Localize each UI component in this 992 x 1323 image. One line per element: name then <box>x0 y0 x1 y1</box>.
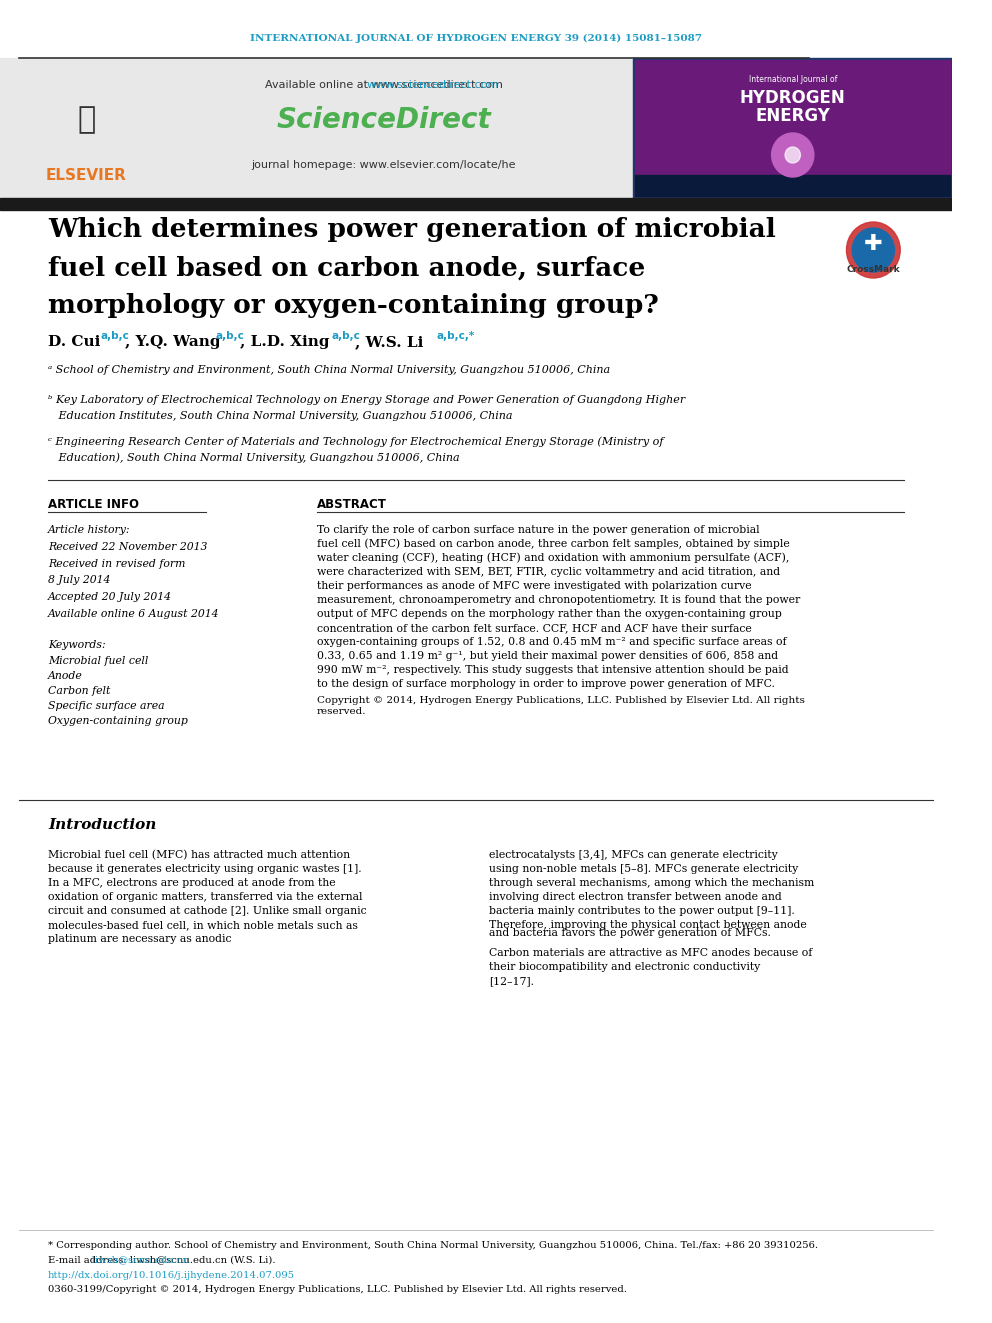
Text: Microbial fuel cell: Microbial fuel cell <box>48 656 149 665</box>
Text: water cleaning (CCF), heating (HCF) and oxidation with ammonium persulfate (ACF): water cleaning (CCF), heating (HCF) and … <box>316 553 789 564</box>
Text: ᵇ Key Laboratory of Electrochemical Technology on Energy Storage and Power Gener: ᵇ Key Laboratory of Electrochemical Tech… <box>48 396 685 405</box>
Bar <box>0 58 634 198</box>
Bar <box>635 175 950 196</box>
Text: , L.D. Xing: , L.D. Xing <box>240 335 334 349</box>
Text: Copyright © 2014, Hydrogen Energy Publications, LLC. Published by Elsevier Ltd. : Copyright © 2014, Hydrogen Energy Public… <box>316 696 805 716</box>
Text: journal homepage: www.elsevier.com/locate/he: journal homepage: www.elsevier.com/locat… <box>252 160 516 169</box>
Text: to the design of surface morphology in order to improve power generation of MFC.: to the design of surface morphology in o… <box>316 679 775 689</box>
Text: In a MFC, electrons are produced at anode from the: In a MFC, electrons are produced at anod… <box>48 878 335 888</box>
Text: ARTICLE INFO: ARTICLE INFO <box>48 499 139 512</box>
Text: 🌳: 🌳 <box>77 106 95 135</box>
Text: oxygen-containing groups of 1.52, 0.8 and 0.45 mM m⁻² and specific surface areas: oxygen-containing groups of 1.52, 0.8 an… <box>316 636 787 647</box>
Text: Which determines power generation of microbial: Which determines power generation of mic… <box>48 217 776 242</box>
Text: their biocompatibility and electronic conductivity: their biocompatibility and electronic co… <box>489 962 761 972</box>
Text: ᶜ Engineering Research Center of Materials and Technology for Electrochemical En: ᶜ Engineering Research Center of Materia… <box>48 437 664 447</box>
Text: and bacteria favors the power generation of MFCs.: and bacteria favors the power generation… <box>489 929 772 950</box>
Text: * Corresponding author. School of Chemistry and Environment, South China Normal : * Corresponding author. School of Chemis… <box>48 1241 818 1249</box>
Text: ✚: ✚ <box>864 234 883 254</box>
Text: Introduction: Introduction <box>48 818 157 832</box>
Text: ScienceDirect: ScienceDirect <box>277 106 491 134</box>
Text: measurement, chronoamperometry and chronopotentiometry. It is found that the pow: measurement, chronoamperometry and chron… <box>316 595 800 605</box>
Text: 0.33, 0.65 and 1.19 m² g⁻¹, but yield their maximal power densities of 606, 858 : 0.33, 0.65 and 1.19 m² g⁻¹, but yield th… <box>316 651 778 662</box>
Text: Anode: Anode <box>48 671 82 681</box>
Text: platinum are necessary as anodic: platinum are necessary as anodic <box>48 934 231 945</box>
Circle shape <box>852 228 895 273</box>
Text: Available online 6 August 2014: Available online 6 August 2014 <box>48 609 219 619</box>
Text: Article history:: Article history: <box>48 525 131 534</box>
Text: involving direct electron transfer between anode and: involving direct electron transfer betwe… <box>489 892 783 902</box>
Circle shape <box>772 134 813 177</box>
Text: through several mechanisms, among which the mechanism: through several mechanisms, among which … <box>489 878 814 888</box>
Text: ABSTRACT: ABSTRACT <box>316 499 387 512</box>
Text: a,b,c: a,b,c <box>216 331 245 341</box>
Text: Therefore, improving the physical contact between anode: Therefore, improving the physical contac… <box>489 919 807 930</box>
Text: Oxygen-containing group: Oxygen-containing group <box>48 716 187 726</box>
Circle shape <box>846 222 900 278</box>
Text: Received in revised form: Received in revised form <box>48 560 186 569</box>
Text: a,b,c: a,b,c <box>331 331 360 341</box>
Text: To clarify the role of carbon surface nature in the power generation of microbia: To clarify the role of carbon surface na… <box>316 525 759 534</box>
Text: a,b,c: a,b,c <box>101 331 130 341</box>
Text: a,b,c,*: a,b,c,* <box>436 331 475 341</box>
Text: Education Institutes, South China Normal University, Guangzhou 510006, China: Education Institutes, South China Normal… <box>48 411 513 421</box>
Text: ELSEVIER: ELSEVIER <box>46 168 127 183</box>
Text: Carbon materials are attractive as MFC anodes because of: Carbon materials are attractive as MFC a… <box>489 949 812 958</box>
Text: because it generates electricity using organic wastes [1].: because it generates electricity using o… <box>48 864 362 875</box>
Text: fuel cell (MFC) based on carbon anode, three carbon felt samples, obtained by si: fuel cell (MFC) based on carbon anode, t… <box>316 538 790 549</box>
Text: E-mail address: liwsh@scnu.edu.cn (W.S. Li).: E-mail address: liwsh@scnu.edu.cn (W.S. … <box>48 1256 276 1265</box>
Text: morphology or oxygen-containing group?: morphology or oxygen-containing group? <box>48 294 659 319</box>
Bar <box>10 65 173 185</box>
Text: fuel cell based on carbon anode, surface: fuel cell based on carbon anode, surface <box>48 255 645 280</box>
Circle shape <box>785 147 801 163</box>
Text: oxidation of organic matters, transferred via the external: oxidation of organic matters, transferre… <box>48 892 362 902</box>
Text: 8 July 2014: 8 July 2014 <box>48 576 110 585</box>
Text: Available online at www.sciencedirect.com: Available online at www.sciencedirect.co… <box>265 79 503 90</box>
Text: Education), South China Normal University, Guangzhou 510006, China: Education), South China Normal Universit… <box>48 452 459 463</box>
Text: 0360-3199/Copyright © 2014, Hydrogen Energy Publications, LLC. Published by Else: 0360-3199/Copyright © 2014, Hydrogen Ene… <box>48 1286 627 1294</box>
Text: electrocatalysts [3,4], MFCs can generate electricity: electrocatalysts [3,4], MFCs can generat… <box>489 849 778 860</box>
Text: CrossMark: CrossMark <box>846 266 900 274</box>
Text: [12–17].: [12–17]. <box>489 976 535 986</box>
Text: http://dx.doi.org/10.1016/j.ijhydene.2014.07.095: http://dx.doi.org/10.1016/j.ijhydene.201… <box>48 1270 295 1279</box>
Text: Accepted 20 July 2014: Accepted 20 July 2014 <box>48 591 172 602</box>
Text: HYDROGEN: HYDROGEN <box>740 89 845 107</box>
Text: bacteria mainly contributes to the power output [9–11].: bacteria mainly contributes to the power… <box>489 906 796 916</box>
Text: were characterized with SEM, BET, FTIR, cyclic voltammetry and acid titration, a: were characterized with SEM, BET, FTIR, … <box>316 568 780 577</box>
Text: www.sciencedirect.com: www.sciencedirect.com <box>269 79 499 90</box>
Text: Carbon felt: Carbon felt <box>48 687 110 696</box>
Text: circuit and consumed at cathode [2]. Unlike small organic: circuit and consumed at cathode [2]. Unl… <box>48 906 367 916</box>
Text: International Journal of: International Journal of <box>749 75 837 85</box>
Text: Keywords:: Keywords: <box>48 640 105 650</box>
Text: INTERNATIONAL JOURNAL OF HYDROGEN ENERGY 39 (2014) 15081–15087: INTERNATIONAL JOURNAL OF HYDROGEN ENERGY… <box>250 33 702 42</box>
Text: Specific surface area: Specific surface area <box>48 701 165 710</box>
Text: their performances as anode of MFC were investigated with polarization curve: their performances as anode of MFC were … <box>316 581 751 591</box>
Bar <box>635 60 950 196</box>
Text: Received 22 November 2013: Received 22 November 2013 <box>48 542 207 552</box>
Text: D. Cui: D. Cui <box>48 335 105 349</box>
Text: output of MFC depends on the morphology rather than the oxygen-containing group: output of MFC depends on the morphology … <box>316 609 782 619</box>
Text: liwsh@scnu.edu.cn: liwsh@scnu.edu.cn <box>48 1256 189 1265</box>
Text: Microbial fuel cell (MFC) has attracted much attention: Microbial fuel cell (MFC) has attracted … <box>48 849 350 860</box>
Bar <box>0 198 952 210</box>
Text: using non-noble metals [5–8]. MFCs generate electricity: using non-noble metals [5–8]. MFCs gener… <box>489 864 799 875</box>
Text: , W.S. Li: , W.S. Li <box>355 335 429 349</box>
Text: molecules-based fuel cell, in which noble metals such as: molecules-based fuel cell, in which nobl… <box>48 919 358 930</box>
Bar <box>634 58 952 198</box>
Text: concentration of the carbon felt surface. CCF, HCF and ACF have their surface: concentration of the carbon felt surface… <box>316 623 752 632</box>
Text: ᵃ School of Chemistry and Environment, South China Normal University, Guangzhou : ᵃ School of Chemistry and Environment, S… <box>48 365 610 374</box>
Text: , Y.Q. Wang: , Y.Q. Wang <box>125 335 225 349</box>
Text: 990 mW m⁻², respectively. This study suggests that intensive attention should be: 990 mW m⁻², respectively. This study sug… <box>316 665 789 675</box>
Text: ENERGY: ENERGY <box>755 107 830 124</box>
